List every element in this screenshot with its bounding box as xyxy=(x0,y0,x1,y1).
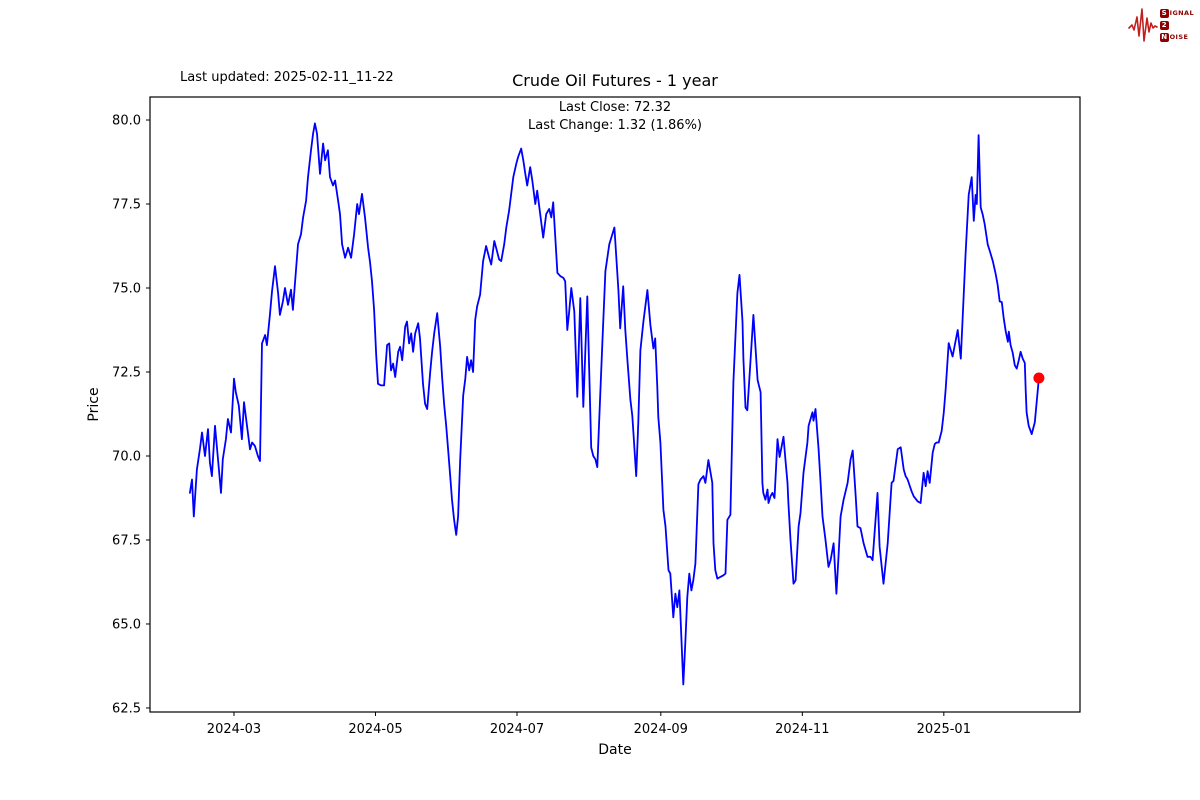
last-updated-text: Last updated: 2025-02-11_11-22 xyxy=(180,70,394,85)
y-tick-label: 62.5 xyxy=(112,701,141,716)
last-change-text: Last Change: 1.32 (1.86%) xyxy=(527,118,702,133)
plot-border xyxy=(149,96,1081,713)
y-tick-label: 72.5 xyxy=(112,365,141,380)
last-price-marker xyxy=(1033,372,1045,384)
logo-text: S IGNAL 2 N OISE xyxy=(1159,8,1194,43)
x-tick-label: 2024-09 xyxy=(634,722,688,737)
y-tick-label: 70.0 xyxy=(112,449,141,464)
x-tick-label: 2024-07 xyxy=(490,722,544,737)
price-line xyxy=(188,122,1040,686)
waveform-icon xyxy=(1127,8,1158,42)
y-tick-label: 67.5 xyxy=(112,533,141,548)
x-tick-label: 2024-05 xyxy=(348,722,402,737)
y-tick-label: 75.0 xyxy=(112,282,141,297)
logo-badge-n: N xyxy=(1159,32,1169,42)
chart-annotation: Last Close: 72.32 Last Change: 1.32 (1.8… xyxy=(150,99,1080,135)
logo-badge-s: S xyxy=(1159,8,1169,18)
x-tick-label: 2024-11 xyxy=(775,722,829,737)
logo-badge-2: 2 xyxy=(1159,20,1169,30)
logo-noise-rest: OISE xyxy=(1169,33,1189,41)
x-axis-label: Date xyxy=(598,742,631,758)
x-tick-label: 2024-03 xyxy=(207,722,261,737)
y-tick-label: 80.0 xyxy=(112,114,141,129)
y-tick-label: 77.5 xyxy=(112,198,141,213)
last-close-text: Last Close: 72.32 xyxy=(558,100,672,115)
chart-title: Crude Oil Futures - 1 year xyxy=(512,71,718,90)
y-tick-label: 65.0 xyxy=(112,617,141,632)
x-tick-label: 2025-01 xyxy=(917,722,971,737)
y-axis-label: Price xyxy=(86,387,102,421)
signal2noise-logo: S IGNAL 2 N OISE xyxy=(1127,4,1194,46)
logo-signal-rest: IGNAL xyxy=(1169,9,1194,17)
